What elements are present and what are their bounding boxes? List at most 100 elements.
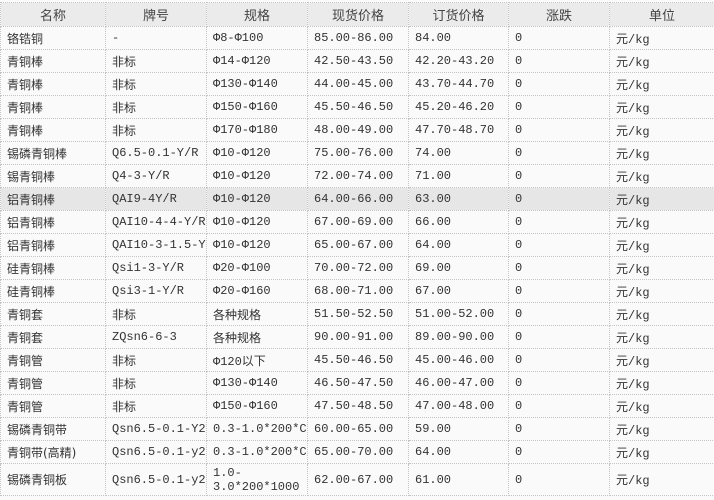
change-cell: 0 bbox=[509, 211, 610, 234]
unit-cell: 元/kg bbox=[610, 464, 714, 496]
name-cell: 锡磷青铜带 bbox=[1, 418, 106, 441]
change-cell: 0 bbox=[509, 119, 610, 142]
change-cell: 0 bbox=[509, 349, 610, 372]
order-price-cell: 43.70-44.70 bbox=[409, 73, 509, 96]
change-cell: 0 bbox=[509, 50, 610, 73]
col-header-grade: 牌号 bbox=[106, 3, 207, 27]
grade-cell: 非标 bbox=[106, 349, 207, 372]
spot-price-cell: 65.00-70.00 bbox=[308, 441, 409, 464]
unit-cell: 元/kg bbox=[610, 349, 714, 372]
unit-cell: 元/kg bbox=[610, 165, 714, 188]
grade-cell: 非标 bbox=[106, 119, 207, 142]
unit-cell: 元/kg bbox=[610, 27, 714, 50]
spec-cell: Φ20-Φ160 bbox=[207, 280, 308, 303]
spec-cell: Φ130-Φ140 bbox=[207, 372, 308, 395]
order-price-cell: 66.00 bbox=[409, 211, 509, 234]
name-cell: 锡青铜棒 bbox=[1, 165, 106, 188]
grade-cell: 非标 bbox=[106, 73, 207, 96]
spot-price-cell: 48.00-49.00 bbox=[308, 119, 409, 142]
order-price-cell: 46.00-47.00 bbox=[409, 372, 509, 395]
grade-cell: 非标 bbox=[106, 372, 207, 395]
name-cell: 青铜套 bbox=[1, 303, 106, 326]
spec-cell: Φ8-Φ100 bbox=[207, 27, 308, 50]
spec-cell: Φ150-Φ160 bbox=[207, 395, 308, 418]
grade-cell: Q4-3-Y/R bbox=[106, 165, 207, 188]
spec-cell: Φ10-Φ120 bbox=[207, 142, 308, 165]
name-cell: 锡磷青铜棒 bbox=[1, 142, 106, 165]
spot-price-cell: 45.50-46.50 bbox=[308, 96, 409, 119]
grade-cell: ZQsn6-6-3 bbox=[106, 326, 207, 349]
order-price-cell: 64.00 bbox=[409, 234, 509, 257]
spot-price-cell: 62.00-67.00 bbox=[308, 464, 409, 496]
change-cell: 0 bbox=[509, 418, 610, 441]
spec-cell: 0.3-1.0*200*C bbox=[207, 418, 308, 441]
change-cell: 0 bbox=[509, 441, 610, 464]
col-header-spot-price: 现货价格 bbox=[308, 3, 409, 27]
spec-cell: Φ150-Φ160 bbox=[207, 96, 308, 119]
table-row[interactable]: 铝青铜棒QAI10-3-1.5-Y/RΦ10-Φ12065.00-67.0064… bbox=[1, 234, 714, 257]
spot-price-cell: 75.00-76.00 bbox=[308, 142, 409, 165]
spot-price-cell: 64.00-66.00 bbox=[308, 188, 409, 211]
grade-cell: 非标 bbox=[106, 50, 207, 73]
change-cell: 0 bbox=[509, 280, 610, 303]
unit-cell: 元/kg bbox=[610, 257, 714, 280]
unit-cell: 元/kg bbox=[610, 326, 714, 349]
name-cell: 青铜棒 bbox=[1, 73, 106, 96]
order-price-cell: 61.00 bbox=[409, 464, 509, 496]
name-cell: 青铜管 bbox=[1, 372, 106, 395]
grade-cell: 非标 bbox=[106, 395, 207, 418]
spot-price-cell: 51.50-52.50 bbox=[308, 303, 409, 326]
change-cell: 0 bbox=[509, 96, 610, 119]
spot-price-cell: 67.00-69.00 bbox=[308, 211, 409, 234]
col-header-unit: 单位 bbox=[610, 3, 714, 27]
name-cell: 铝青铜棒 bbox=[1, 234, 106, 257]
change-cell: 0 bbox=[509, 165, 610, 188]
unit-cell: 元/kg bbox=[610, 50, 714, 73]
unit-cell: 元/kg bbox=[610, 142, 714, 165]
col-header-name: 名称 bbox=[1, 3, 106, 27]
spec-cell: Φ14-Φ120 bbox=[207, 50, 308, 73]
name-cell: 铝青铜棒 bbox=[1, 188, 106, 211]
unit-cell: 元/kg bbox=[610, 211, 714, 234]
change-cell: 0 bbox=[509, 257, 610, 280]
spot-price-cell: 47.50-48.50 bbox=[308, 395, 409, 418]
grade-cell: 非标 bbox=[106, 96, 207, 119]
name-cell: 铝青铜棒 bbox=[1, 211, 106, 234]
change-cell: 0 bbox=[509, 73, 610, 96]
grade-cell: Q6.5-0.1-Y/R bbox=[106, 142, 207, 165]
spot-price-cell: 65.00-67.00 bbox=[308, 234, 409, 257]
change-cell: 0 bbox=[509, 27, 610, 50]
order-price-cell: 64.00 bbox=[409, 441, 509, 464]
change-cell: 0 bbox=[509, 303, 610, 326]
spot-price-cell: 42.50-43.50 bbox=[308, 50, 409, 73]
grade-cell: Qsn6.5-0.1-Y2 bbox=[106, 418, 207, 441]
spec-cell: 各种规格 bbox=[207, 303, 308, 326]
spot-price-cell: 72.00-74.00 bbox=[308, 165, 409, 188]
name-cell: 青铜棒 bbox=[1, 96, 106, 119]
change-cell: 0 bbox=[509, 234, 610, 257]
spec-cell: Φ120以下 bbox=[207, 349, 308, 372]
grade-cell: Qsn6.5-0.1-y2 bbox=[106, 464, 207, 496]
order-price-cell: 42.20-43.20 bbox=[409, 50, 509, 73]
grade-cell: Qsi1-3-Y/R bbox=[106, 257, 207, 280]
